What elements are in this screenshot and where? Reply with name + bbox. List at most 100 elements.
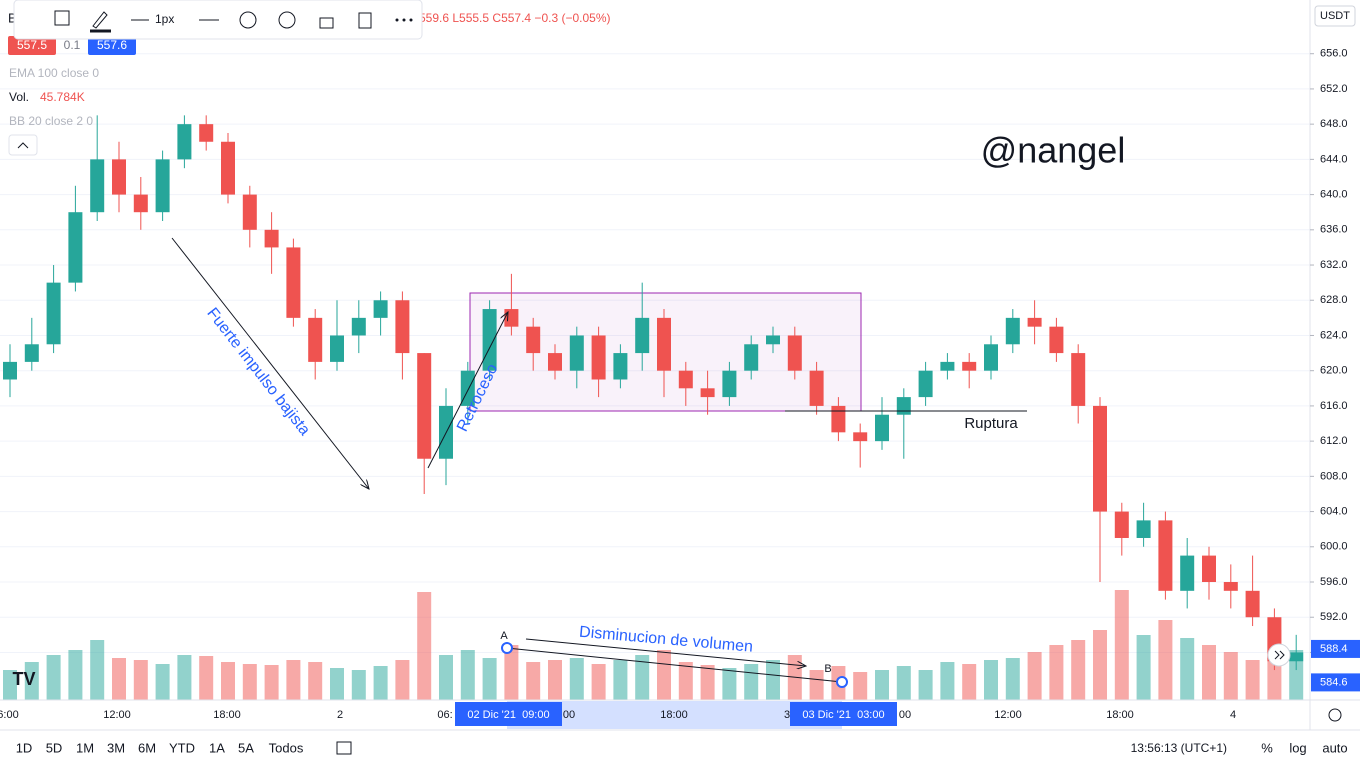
tool-icon[interactable] xyxy=(54,10,70,26)
volume-bar xyxy=(918,670,933,700)
candle-body xyxy=(1223,582,1238,591)
candle-body xyxy=(526,326,541,354)
x-tick-label: 3 xyxy=(784,709,790,721)
candle-body xyxy=(853,432,868,442)
x-tick-label: 4 xyxy=(1230,709,1236,721)
candle-body xyxy=(24,344,39,362)
x-tick-label: 00 xyxy=(899,709,911,721)
x-tick-label: 12:00 xyxy=(994,709,1022,721)
scale-button[interactable]: % xyxy=(1261,740,1273,755)
alert-icon[interactable] xyxy=(278,11,296,29)
candle-body xyxy=(373,300,388,318)
volume-bar xyxy=(68,650,83,700)
volume-bar xyxy=(678,662,693,700)
ask-box xyxy=(88,36,136,55)
volume-bar xyxy=(613,660,628,700)
price-label-box xyxy=(1311,639,1360,658)
date-range-icon[interactable] xyxy=(336,741,352,755)
volume-bar xyxy=(1136,635,1151,700)
candle-body xyxy=(1114,511,1129,538)
candle-body xyxy=(417,353,432,459)
point-a xyxy=(501,642,513,654)
candle-body xyxy=(90,159,105,213)
x-tick-label: 12:00 xyxy=(103,709,131,721)
candle-body xyxy=(1093,405,1107,512)
scale-button[interactable]: log xyxy=(1289,740,1306,755)
time-highlight: 02 Dic '21 09:00 xyxy=(467,709,549,721)
collapse-button[interactable] xyxy=(8,134,38,156)
x-tick-label: 18:00 xyxy=(213,709,241,721)
volume-bar xyxy=(199,656,214,700)
y-tick-label: 624.0 xyxy=(1320,329,1348,341)
volume-bar xyxy=(1223,652,1238,700)
candle-body xyxy=(1202,555,1216,583)
x-axis: 6:00 12:00 18:00 2 06: 00 18:00 3 00 12:00 18:00 4 0… xyxy=(0,702,1236,726)
volume-bar xyxy=(155,664,170,700)
watermark: @nangel xyxy=(981,130,1126,171)
candle-body xyxy=(744,344,759,371)
candle-body xyxy=(700,388,715,398)
volume-bar xyxy=(1114,590,1129,700)
x-tick-label: 18:00 xyxy=(1106,709,1134,721)
volume-bar xyxy=(395,660,410,700)
volume-bar xyxy=(112,658,126,700)
range-button[interactable]: 5A xyxy=(238,740,254,755)
range-button[interactable]: 6M xyxy=(138,740,156,755)
x-tick-label: 6:00 xyxy=(0,709,19,721)
candle-body xyxy=(984,344,998,371)
y-tick-label: 632.0 xyxy=(1320,259,1348,271)
collapse-icon xyxy=(17,142,29,149)
volume-bar xyxy=(766,660,780,700)
y-tick-label: 648.0 xyxy=(1320,118,1348,130)
x-tick-label: 18:00 xyxy=(660,709,688,721)
range-button[interactable]: 1D xyxy=(16,740,33,755)
candle-body xyxy=(155,159,170,213)
volume-bar xyxy=(962,664,977,700)
y-axis: 588.0592.0596.0600.0604.0608.0612.0616.0… xyxy=(1310,48,1360,692)
candle-body xyxy=(46,282,61,345)
candle-body xyxy=(504,309,519,327)
volume-trend xyxy=(506,647,843,683)
volume-bar xyxy=(1202,645,1216,700)
lock-icon[interactable] xyxy=(319,17,334,29)
ask: 557.6 xyxy=(97,38,127,52)
x-tick-label: 06: xyxy=(437,709,452,721)
y-tick-label: 644.0 xyxy=(1320,153,1348,165)
volume-bar xyxy=(308,662,323,700)
volume-bar xyxy=(1071,640,1086,700)
scale-button[interactable]: auto xyxy=(1322,740,1347,755)
currency: USDT xyxy=(1320,10,1350,22)
range-button[interactable]: 3M xyxy=(107,740,125,755)
ohlc: 559.6 L555.5 C557.4 −0.3 (−0.05%) xyxy=(419,11,610,25)
volume-arrow xyxy=(525,638,806,666)
candle-body xyxy=(896,397,911,415)
delete-icon[interactable] xyxy=(358,12,372,29)
pullback-arrow xyxy=(427,312,508,469)
candle-body xyxy=(351,317,366,336)
vol-legend: Vol. xyxy=(9,90,29,104)
range-button[interactable]: YTD xyxy=(169,740,195,755)
price-label-box xyxy=(1311,673,1360,692)
time-highlight-box xyxy=(790,702,897,726)
candle-body xyxy=(242,194,257,230)
candle-body xyxy=(1158,520,1173,591)
time-highlight-box xyxy=(455,702,562,726)
candle-body xyxy=(1071,353,1086,406)
volume-bar xyxy=(635,655,650,700)
range-button[interactable]: 5D xyxy=(46,740,63,755)
candle-body xyxy=(68,212,83,283)
candle-body xyxy=(221,141,235,195)
settings-icon[interactable] xyxy=(1328,708,1342,722)
y-tick-label: 640.0 xyxy=(1320,188,1348,200)
candle-body xyxy=(482,309,497,371)
volume-bar xyxy=(809,670,824,700)
time-highlight: 03 Dic '21 03:00 xyxy=(802,709,884,721)
range-button[interactable]: Todos xyxy=(269,740,304,755)
settings-icon[interactable] xyxy=(239,11,257,29)
x-tick-label: 00 xyxy=(563,709,575,721)
more-icon xyxy=(409,18,413,22)
pen-icon[interactable] xyxy=(92,11,108,29)
range-button[interactable]: 1M xyxy=(76,740,94,755)
range-button[interactable]: 1A xyxy=(209,740,225,755)
more-icon[interactable] xyxy=(395,18,399,22)
